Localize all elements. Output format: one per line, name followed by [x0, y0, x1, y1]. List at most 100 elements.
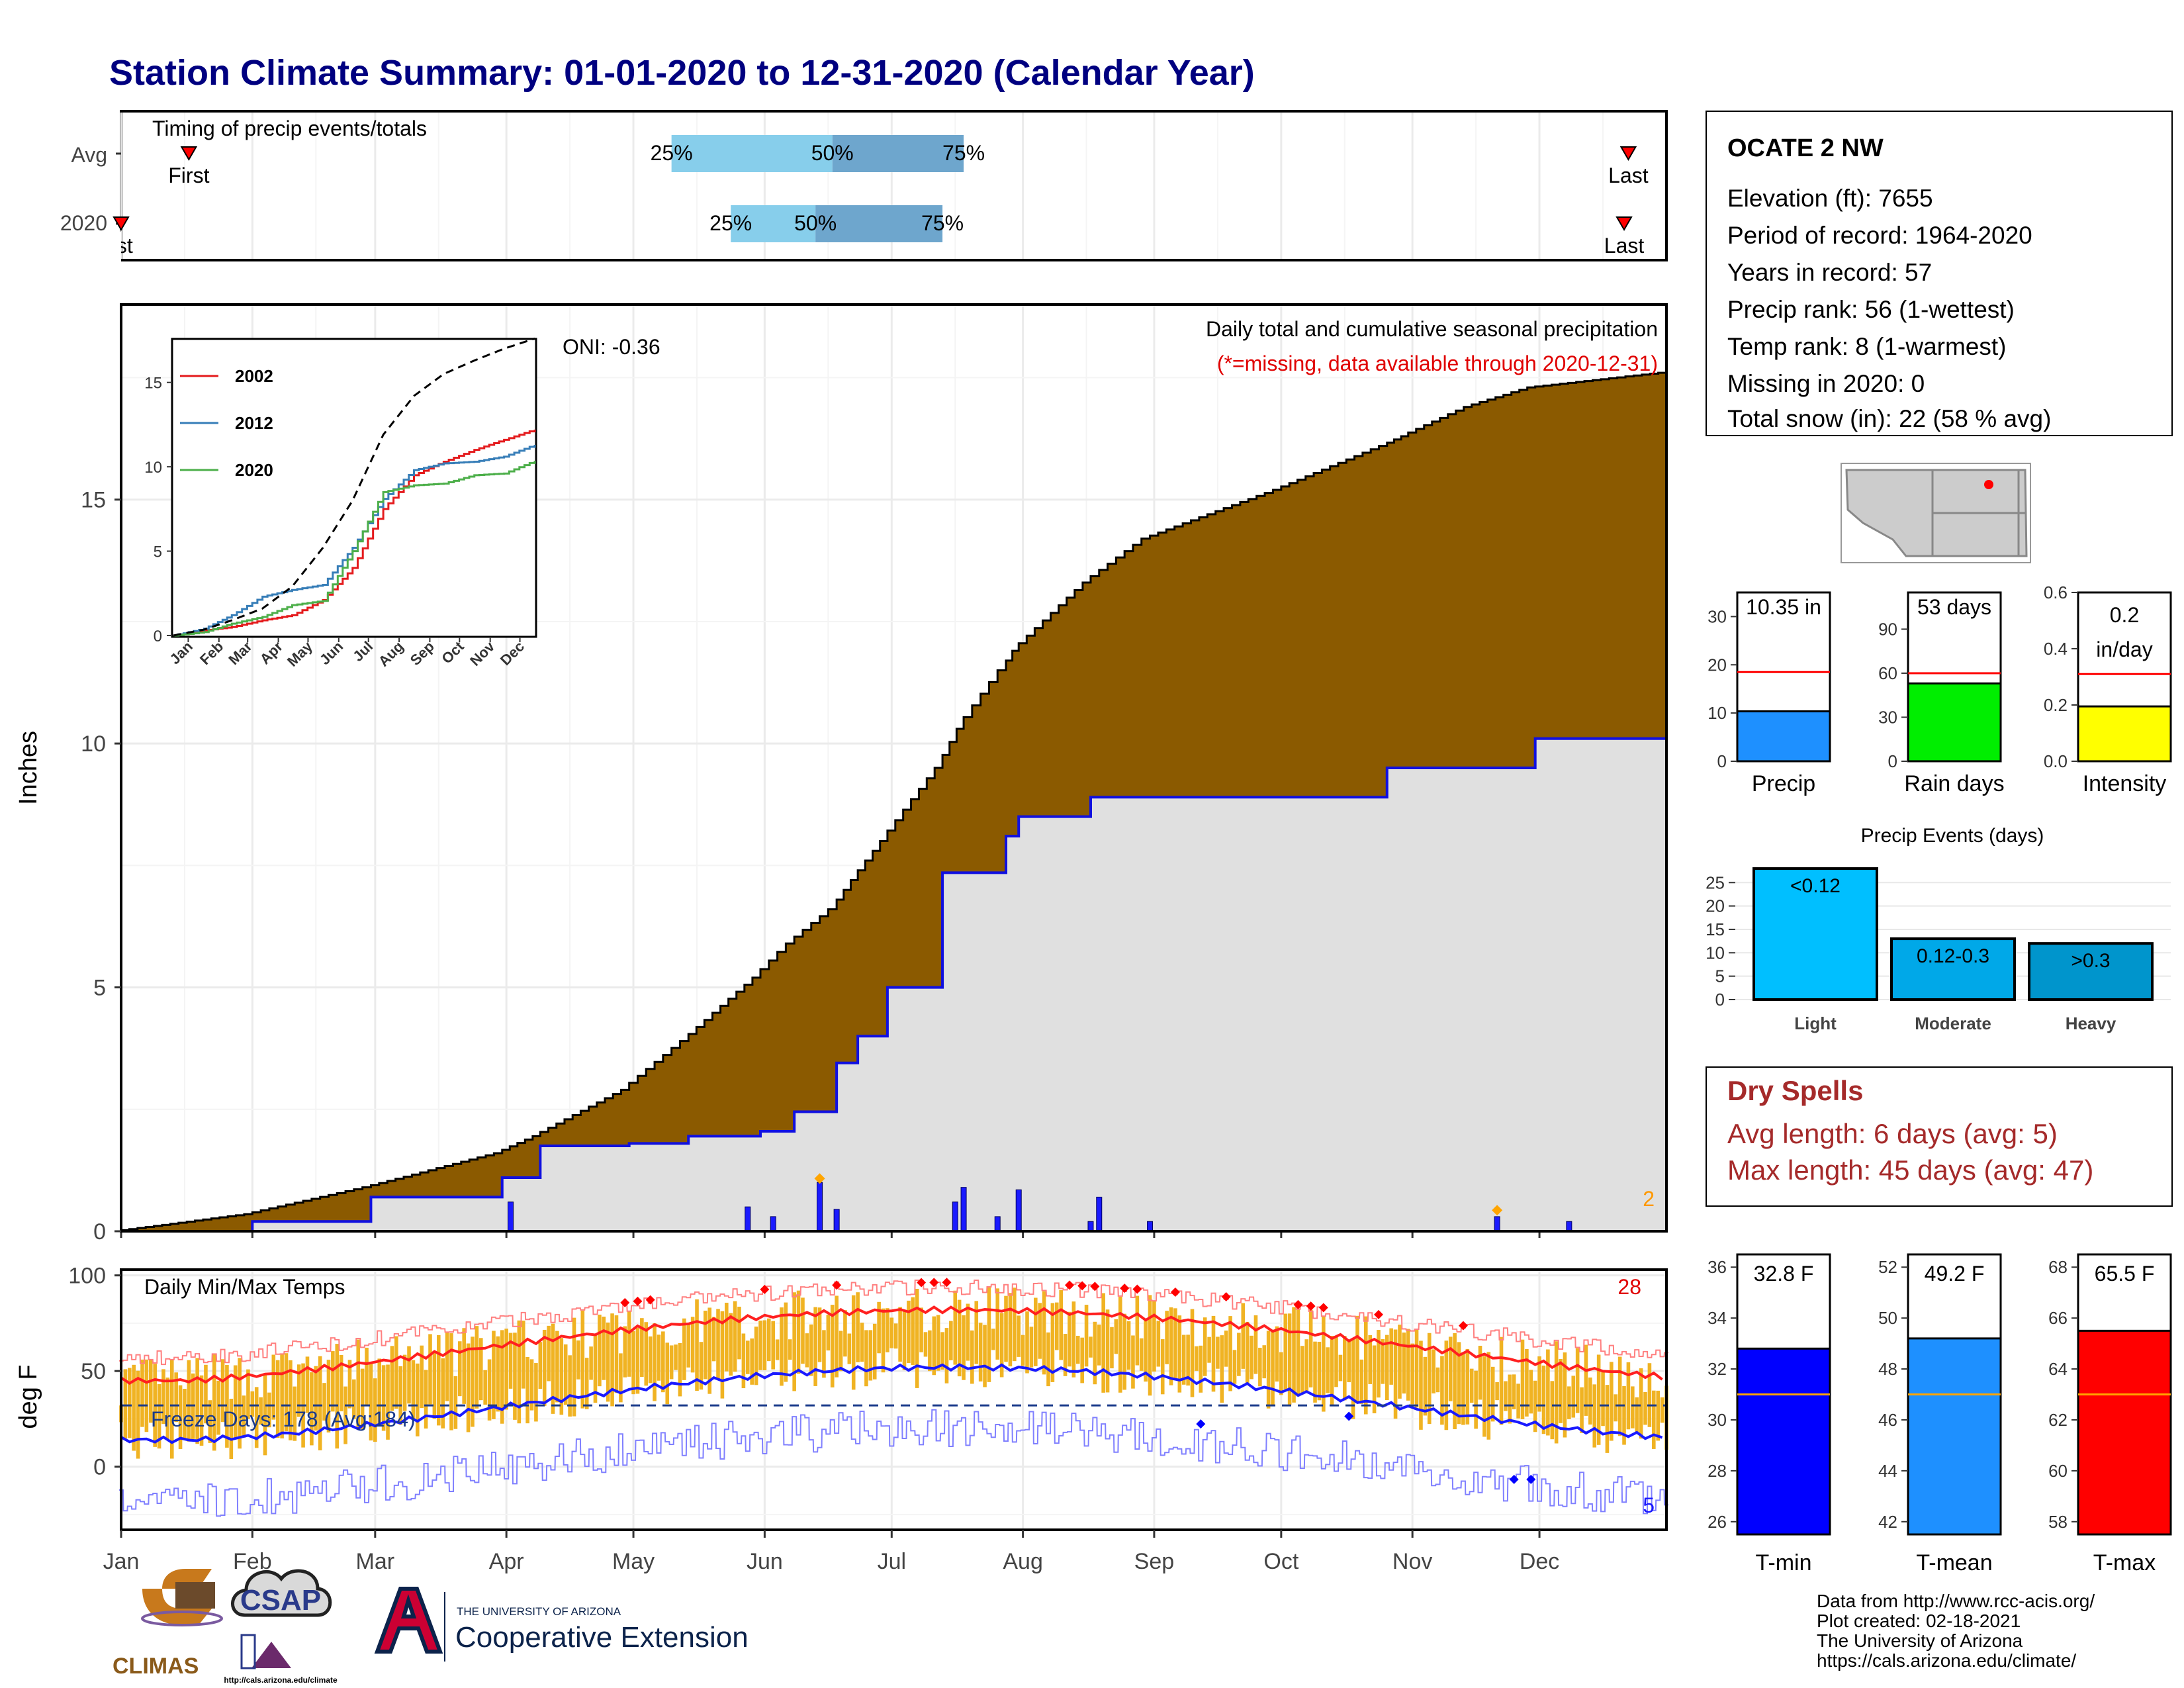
month-tick-label: Sep — [1134, 1549, 1175, 1574]
timing-bar-50-75 — [815, 205, 943, 242]
temp-daily-bar — [504, 1329, 508, 1410]
temp-daily-bar — [1034, 1297, 1038, 1366]
events-ytick-label: 10 — [1706, 943, 1725, 962]
mini-bar-label: Rain days — [1904, 771, 2004, 796]
temp-daily-bar — [1279, 1352, 1283, 1395]
temp-daily-bar — [449, 1333, 453, 1430]
temp-daily-bar — [326, 1360, 331, 1432]
station-line: Period of record: 1964-2020 — [1727, 222, 2032, 249]
temp-daily-bar — [369, 1362, 373, 1441]
temp-daily-bar — [1635, 1397, 1639, 1433]
temp-bar-fill — [2077, 1329, 2172, 1536]
temp-daily-bar — [856, 1292, 860, 1362]
temp-daily-bar — [271, 1354, 276, 1420]
temp-daily-bar — [1469, 1368, 1474, 1403]
page-title: Station Climate Summary: 01-01-2020 to 1… — [109, 53, 1255, 93]
station-location-marker — [1984, 480, 1993, 489]
events-bar-label: 0.12-0.3 — [1917, 945, 1989, 967]
temp-daily-bar — [830, 1305, 835, 1387]
temp-daily-bar — [1237, 1333, 1241, 1376]
temp-daily-bar — [1355, 1315, 1359, 1404]
temp-daily-bar — [1241, 1303, 1246, 1369]
temp-daily-bar — [445, 1333, 449, 1401]
temp-daily-bar — [1461, 1352, 1465, 1425]
temp-daily-bar — [386, 1364, 390, 1440]
freeze-days-label: Freeze Days: 178 (Avg:184) — [151, 1407, 416, 1431]
month-tick-label: Nov — [1392, 1549, 1432, 1574]
temp-daily-bar — [212, 1354, 216, 1451]
dry-spells-max: Max length: 45 days (avg: 47) — [1727, 1154, 2093, 1186]
temp-daily-bar — [766, 1318, 771, 1362]
temp-daily-bar — [1592, 1384, 1597, 1448]
precip-ytick-label: 10 — [81, 731, 106, 757]
temp-bar-ytick-label: 48 — [1878, 1359, 1897, 1379]
temp-daily-bar — [1131, 1335, 1135, 1389]
temp-bar-ytick-label: 32 — [1707, 1359, 1727, 1379]
temp-daily-bar — [644, 1322, 649, 1386]
mini-bar-ytick-label: 30 — [1878, 707, 1897, 727]
temp-daily-bar — [174, 1372, 178, 1423]
temp-count-bottom: 5 — [1643, 1493, 1655, 1517]
temp-daily-bar — [1029, 1327, 1034, 1368]
temp-daily-bar — [420, 1345, 424, 1409]
temp-daily-bar — [1393, 1329, 1398, 1419]
daily-precip-bar — [508, 1201, 514, 1232]
climas-text: CLIMAS — [113, 1654, 199, 1679]
temp-daily-bar — [1004, 1295, 1008, 1362]
temp-daily-bar — [1614, 1394, 1618, 1422]
avg-tmin-line — [120, 1363, 1663, 1444]
timing-marker-label: First — [168, 164, 209, 187]
temp-daily-bar — [136, 1370, 140, 1459]
temp-daily-bar — [1135, 1295, 1140, 1366]
temp-bar-value: 49.2 F — [1925, 1262, 1985, 1286]
temp-daily-bar — [784, 1302, 788, 1382]
mini-bar-ytick-label: 0.4 — [2044, 639, 2068, 659]
climas-logo: CLIMAS — [113, 1569, 223, 1679]
temp-daily-bar — [826, 1315, 831, 1351]
daily-precip-bar — [817, 1182, 823, 1232]
temp-daily-bar — [1338, 1354, 1343, 1382]
temp-daily-bar — [1347, 1341, 1351, 1383]
temp-daily-bar — [1199, 1345, 1203, 1393]
temp-daily-bar — [1550, 1381, 1555, 1440]
temp-daily-bar — [665, 1342, 670, 1405]
record-min-line — [119, 1409, 1668, 1517]
temp-daily-bar — [1101, 1293, 1105, 1393]
timing-pct-label: 50% — [811, 141, 854, 165]
temp-daily-bar — [462, 1328, 466, 1404]
temp-daily-bar — [1626, 1362, 1631, 1430]
temp-bar-ytick-label: 30 — [1707, 1410, 1727, 1430]
temp-daily-bar — [1177, 1315, 1182, 1393]
temp-daily-bar — [195, 1358, 199, 1444]
temp-daily-bar — [1660, 1397, 1664, 1423]
temp-daily-bar — [390, 1346, 394, 1411]
temp-daily-bar — [1435, 1367, 1440, 1393]
temp-daily-bar — [1398, 1325, 1402, 1399]
temp-daily-bar — [1105, 1309, 1110, 1393]
temp-daily-bar — [331, 1351, 335, 1412]
temp-daily-bar — [822, 1330, 826, 1378]
temp-count-top: 28 — [1617, 1275, 1641, 1299]
temp-daily-bar — [699, 1342, 704, 1390]
temp-daily-bar — [720, 1311, 725, 1399]
inset-frame — [171, 338, 537, 638]
temp-daily-bar — [1444, 1340, 1449, 1430]
temp-daily-bar — [1448, 1336, 1453, 1401]
temp-title: Daily Min/Max Temps — [144, 1275, 345, 1299]
temp-daily-bar — [1068, 1311, 1071, 1367]
temp-daily-bar — [1571, 1376, 1576, 1418]
temp-daily-bar — [1508, 1374, 1512, 1424]
temp-daily-bar — [216, 1380, 220, 1435]
dry-spells-avg: Avg length: 6 days (avg: 5) — [1727, 1118, 2058, 1149]
temp-daily-bar — [1266, 1331, 1271, 1409]
temp-ylabel: deg F — [15, 1364, 42, 1429]
temp-daily-bar — [1245, 1321, 1250, 1385]
mini-bar-value: 53 days — [1917, 595, 1991, 619]
precip-frame — [120, 303, 1668, 1233]
temp-daily-bar — [280, 1354, 284, 1438]
temp-daily-bar — [1453, 1333, 1457, 1430]
temp-daily-bar — [1554, 1341, 1559, 1444]
temp-daily-bar — [492, 1331, 496, 1419]
timing-row-label-2020: 2020 — [60, 211, 107, 235]
